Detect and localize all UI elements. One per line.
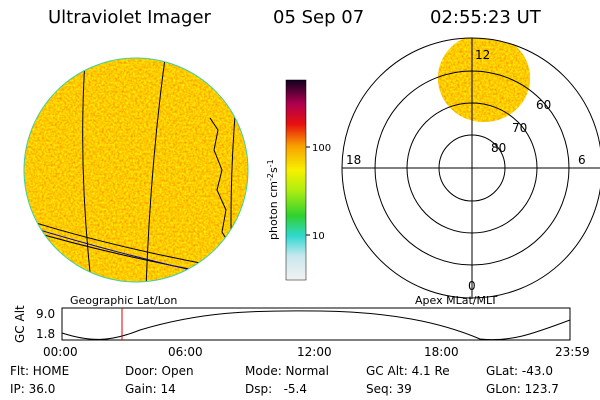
status: GC Alt: 4.1 Re <box>366 364 450 378</box>
mlt-label: 12 <box>475 48 490 62</box>
colorbar <box>285 79 307 281</box>
altitude-frame <box>61 307 571 341</box>
aurora-noise <box>438 38 530 122</box>
mlat-label: 70 <box>512 121 527 135</box>
x-tick-label: 06:00 <box>168 345 203 359</box>
colorbar-tick-label: 100 <box>312 143 331 154</box>
x-tick-label: 23:59 <box>555 345 590 359</box>
x-tick-label: 18:00 <box>424 345 459 359</box>
y-tick-label: 9.0 <box>36 307 55 321</box>
panel-label: Geographic Lat/Lon <box>70 294 177 307</box>
disk-edge <box>23 57 249 283</box>
disk-noise <box>24 58 248 282</box>
status: Dsp: -5.4 <box>245 382 307 396</box>
colorbar-unit: photon cm-2s-1 <box>266 159 280 240</box>
unit-exp: -2 <box>266 173 275 181</box>
mlat-label: 80 <box>491 141 506 155</box>
altitude-curve <box>61 310 571 341</box>
mlt-label: 18 <box>346 153 361 167</box>
unit-exp: -1 <box>266 159 275 167</box>
status: Flt: HOME <box>10 364 69 378</box>
status: GLat: -43.0 <box>486 364 553 378</box>
mlat-label: 60 <box>536 98 551 112</box>
status: Seq: 39 <box>366 382 412 396</box>
mlt-label: 6 <box>578 153 586 167</box>
x-tick-label: 00:00 <box>43 345 78 359</box>
date: 05 Sep 07 <box>273 7 364 28</box>
mlt-label: 0 <box>468 279 476 293</box>
panel-label: Apex MLat/MLT <box>415 294 498 307</box>
status: Mode: Normal <box>245 364 329 378</box>
unit-base: photon cm <box>267 181 280 240</box>
status: Door: Open <box>125 364 194 378</box>
polar-grid <box>341 37 600 299</box>
title: Ultraviolet Imager <box>48 7 212 28</box>
status: GLon: 123.7 <box>486 382 559 396</box>
status: IP: 36.0 <box>10 382 55 396</box>
meridian <box>82 59 93 282</box>
status: Gain: 14 <box>125 382 176 396</box>
altitude-axis-label: GC Alt <box>13 305 27 343</box>
unit-mid: s <box>267 167 280 173</box>
colorbar-tick-label: 10 <box>312 231 325 242</box>
geo-image <box>24 58 248 282</box>
polar-image <box>438 38 530 122</box>
time: 02:55:23 UT <box>430 7 542 28</box>
x-tick-label: 12:00 <box>297 345 332 359</box>
y-tick-label: 1.8 <box>36 327 55 341</box>
